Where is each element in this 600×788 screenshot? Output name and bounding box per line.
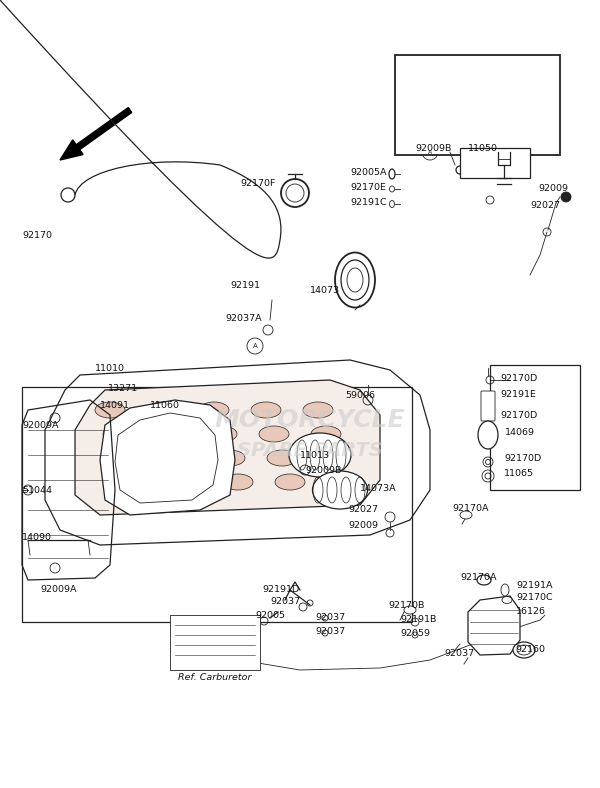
Ellipse shape: [311, 426, 341, 442]
Text: 92027: 92027: [530, 200, 560, 210]
Ellipse shape: [477, 575, 491, 585]
Text: 92160: 92160: [515, 645, 545, 655]
Ellipse shape: [389, 169, 395, 179]
Circle shape: [561, 192, 571, 202]
Text: 92170: 92170: [22, 231, 52, 240]
Ellipse shape: [319, 450, 349, 466]
Ellipse shape: [335, 252, 375, 307]
Ellipse shape: [313, 471, 367, 509]
Text: 92005: 92005: [255, 611, 285, 620]
Ellipse shape: [389, 186, 395, 192]
Ellipse shape: [207, 426, 237, 442]
Ellipse shape: [259, 426, 289, 442]
Text: 92170B: 92170B: [388, 600, 424, 609]
Ellipse shape: [347, 268, 363, 292]
Text: 11013: 11013: [300, 451, 330, 459]
FancyArrow shape: [60, 107, 132, 160]
Text: MOTORCYCLE: MOTORCYCLE: [215, 408, 406, 432]
FancyBboxPatch shape: [481, 391, 495, 421]
Ellipse shape: [171, 474, 201, 490]
Text: 92009B: 92009B: [415, 143, 451, 153]
Text: 11050: 11050: [468, 143, 498, 153]
Text: 14073A: 14073A: [360, 484, 397, 492]
Text: 92009B: 92009B: [305, 466, 341, 474]
Text: 92191B: 92191B: [400, 615, 436, 625]
Text: 11065: 11065: [504, 469, 534, 478]
Text: 92170A: 92170A: [460, 574, 497, 582]
Text: 11060: 11060: [150, 400, 180, 410]
Text: 92037: 92037: [315, 627, 345, 637]
Text: 51044: 51044: [22, 485, 52, 495]
Text: 92009A: 92009A: [22, 421, 59, 429]
Text: 14090: 14090: [22, 533, 52, 542]
Text: 92009: 92009: [348, 521, 378, 530]
Polygon shape: [468, 596, 520, 655]
Ellipse shape: [341, 260, 369, 300]
Ellipse shape: [103, 426, 133, 442]
Ellipse shape: [460, 511, 472, 519]
Text: 92027: 92027: [348, 505, 378, 515]
Ellipse shape: [404, 606, 416, 614]
Ellipse shape: [147, 402, 177, 418]
Ellipse shape: [327, 474, 357, 490]
Ellipse shape: [513, 642, 535, 658]
Text: 16126: 16126: [516, 608, 546, 616]
Text: 92059: 92059: [400, 630, 430, 638]
FancyBboxPatch shape: [395, 55, 560, 155]
Text: A: A: [428, 150, 432, 154]
Ellipse shape: [215, 450, 245, 466]
Text: Ref. Carburetor: Ref. Carburetor: [178, 674, 251, 682]
Ellipse shape: [119, 474, 149, 490]
Ellipse shape: [502, 597, 512, 604]
Ellipse shape: [389, 200, 395, 207]
Text: 92191E: 92191E: [500, 389, 536, 399]
Ellipse shape: [275, 474, 305, 490]
Ellipse shape: [289, 433, 351, 477]
Text: 92037: 92037: [444, 649, 474, 659]
Ellipse shape: [517, 645, 531, 655]
Text: 92005A: 92005A: [350, 168, 386, 177]
Text: 14091: 14091: [100, 400, 130, 410]
Text: 14069: 14069: [505, 428, 535, 437]
Text: 92191C: 92191C: [350, 198, 386, 206]
Text: 92037A: 92037A: [225, 314, 262, 322]
Text: 92170C: 92170C: [516, 593, 553, 603]
Ellipse shape: [303, 402, 333, 418]
Text: 92037: 92037: [315, 612, 345, 622]
Ellipse shape: [155, 426, 185, 442]
Text: 92191D: 92191D: [262, 585, 299, 594]
Text: 92170D: 92170D: [504, 454, 541, 463]
FancyBboxPatch shape: [170, 615, 260, 670]
Text: 92009: 92009: [538, 184, 568, 192]
Text: A: A: [253, 343, 257, 349]
Polygon shape: [75, 380, 380, 515]
Text: 92170D: 92170D: [500, 411, 537, 419]
Text: 92170F: 92170F: [240, 179, 275, 188]
Text: 92170E: 92170E: [350, 183, 386, 191]
Text: 92170A: 92170A: [452, 504, 488, 512]
Text: 92009A: 92009A: [40, 585, 77, 594]
Polygon shape: [100, 400, 235, 515]
Text: 92191: 92191: [230, 281, 260, 289]
Ellipse shape: [478, 421, 498, 449]
Ellipse shape: [267, 450, 297, 466]
Ellipse shape: [163, 450, 193, 466]
Ellipse shape: [111, 450, 141, 466]
Text: 59006: 59006: [345, 391, 375, 400]
Ellipse shape: [199, 402, 229, 418]
Text: 14073: 14073: [310, 285, 340, 295]
Ellipse shape: [95, 402, 125, 418]
Text: 92037: 92037: [270, 597, 300, 607]
Ellipse shape: [223, 474, 253, 490]
Text: 92170D: 92170D: [500, 374, 537, 382]
Text: 92191A: 92191A: [516, 581, 553, 589]
FancyBboxPatch shape: [490, 365, 580, 490]
Text: SPARE PARTS: SPARE PARTS: [237, 440, 383, 459]
Text: 13271: 13271: [108, 384, 138, 392]
Text: 11010: 11010: [95, 363, 125, 373]
Ellipse shape: [251, 402, 281, 418]
FancyBboxPatch shape: [460, 148, 530, 178]
Ellipse shape: [501, 584, 509, 596]
